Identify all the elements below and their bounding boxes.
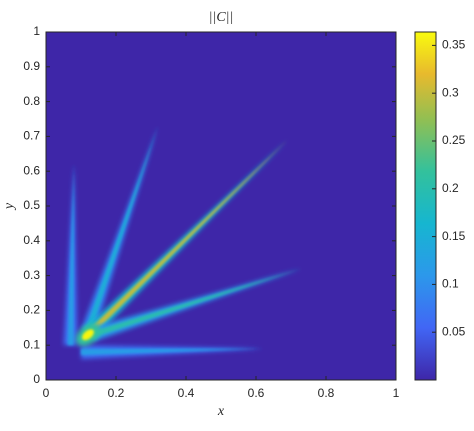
colorbar-tick-label: 0.05 [442,324,466,338]
x-tick-label: 0.6 [248,386,265,400]
y-tick-label: 0.8 [23,94,40,108]
colorbar [414,31,437,381]
y-tick-label: 0 [33,372,40,386]
y-tick-label: 0.5 [23,198,40,212]
ray-glow [89,268,302,342]
x-tick-label: 1 [393,386,400,400]
colorbar-tick-label: 0.1 [442,277,459,291]
colorbar-tick-label: 0.3 [442,85,459,99]
y-tick-label: 0.3 [23,268,40,282]
ray [80,348,263,356]
chart-title: ||C|| [209,10,234,25]
y-tick-label: 0.2 [23,303,40,317]
x-tick-label: 0.2 [108,386,125,400]
colorbar-tick-label: 0.15 [442,229,466,243]
y-tick-label: 0.6 [23,163,40,177]
y-tick-label: 0.1 [23,337,40,351]
field [63,125,302,360]
ray [90,268,302,338]
y-tick-label: 0.9 [23,59,40,73]
ray [85,139,288,337]
y-tick-label: 1 [33,24,40,38]
hotspot [82,329,94,341]
x-tick-label: 0.8 [318,386,335,400]
ray [85,125,158,333]
x-axis-label: x [217,404,225,419]
ray-glow [80,345,263,360]
colorbar-tick-label: 0.25 [442,133,466,147]
ray-glow [63,164,78,346]
x-tick-label: 0 [43,386,50,400]
y-tick-label: 0.7 [23,129,40,143]
y-tick-label: 0.4 [23,233,40,247]
ray-glow [81,125,158,334]
colorbar-tick-label: 0.2 [442,181,459,195]
x-tick-label: 0.4 [178,386,195,400]
colorbar-tick-label: 0.35 [442,38,466,52]
ray [67,164,74,346]
y-axis-label: y [2,202,17,211]
